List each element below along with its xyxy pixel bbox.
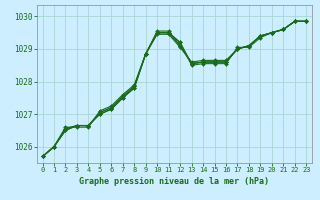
X-axis label: Graphe pression niveau de la mer (hPa): Graphe pression niveau de la mer (hPa) [79,177,269,186]
